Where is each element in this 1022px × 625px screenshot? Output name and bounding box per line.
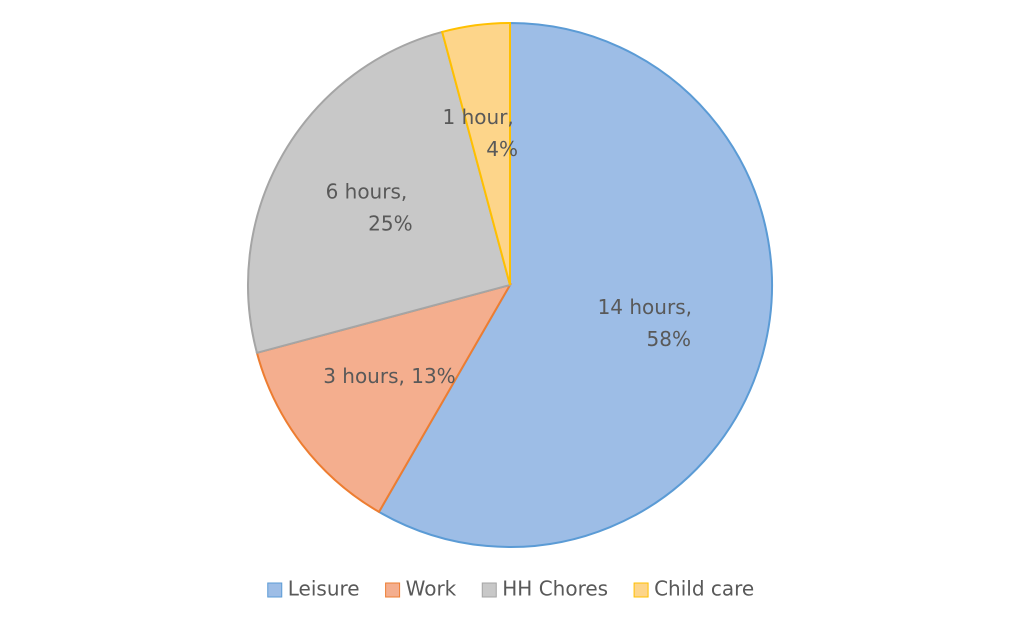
legend-label: Leisure: [288, 577, 360, 601]
data-label: 1 hour,: [443, 105, 514, 129]
data-label: 58%: [647, 327, 691, 351]
data-label: 3 hours, 13%: [323, 364, 455, 388]
legend-label: Child care: [654, 577, 754, 601]
data-label: 4%: [486, 137, 518, 161]
pie-slice: [377, 21, 773, 548]
data-label: 6 hours,: [326, 180, 408, 204]
legend-label: Work: [406, 577, 457, 601]
legend-label: HH Chores: [502, 577, 608, 601]
data-label: 14 hours,: [598, 295, 692, 319]
pie-slice: [440, 21, 511, 286]
data-label: 25%: [368, 212, 412, 236]
legend-swatch: [385, 582, 401, 598]
pie-slice: [255, 283, 513, 514]
pie-slice: [247, 30, 512, 355]
legend-swatch: [481, 582, 497, 598]
legend-swatch: [633, 582, 649, 598]
legend: Leisure Work HH Chores Child care: [267, 577, 754, 601]
legend-swatch: [267, 582, 283, 598]
